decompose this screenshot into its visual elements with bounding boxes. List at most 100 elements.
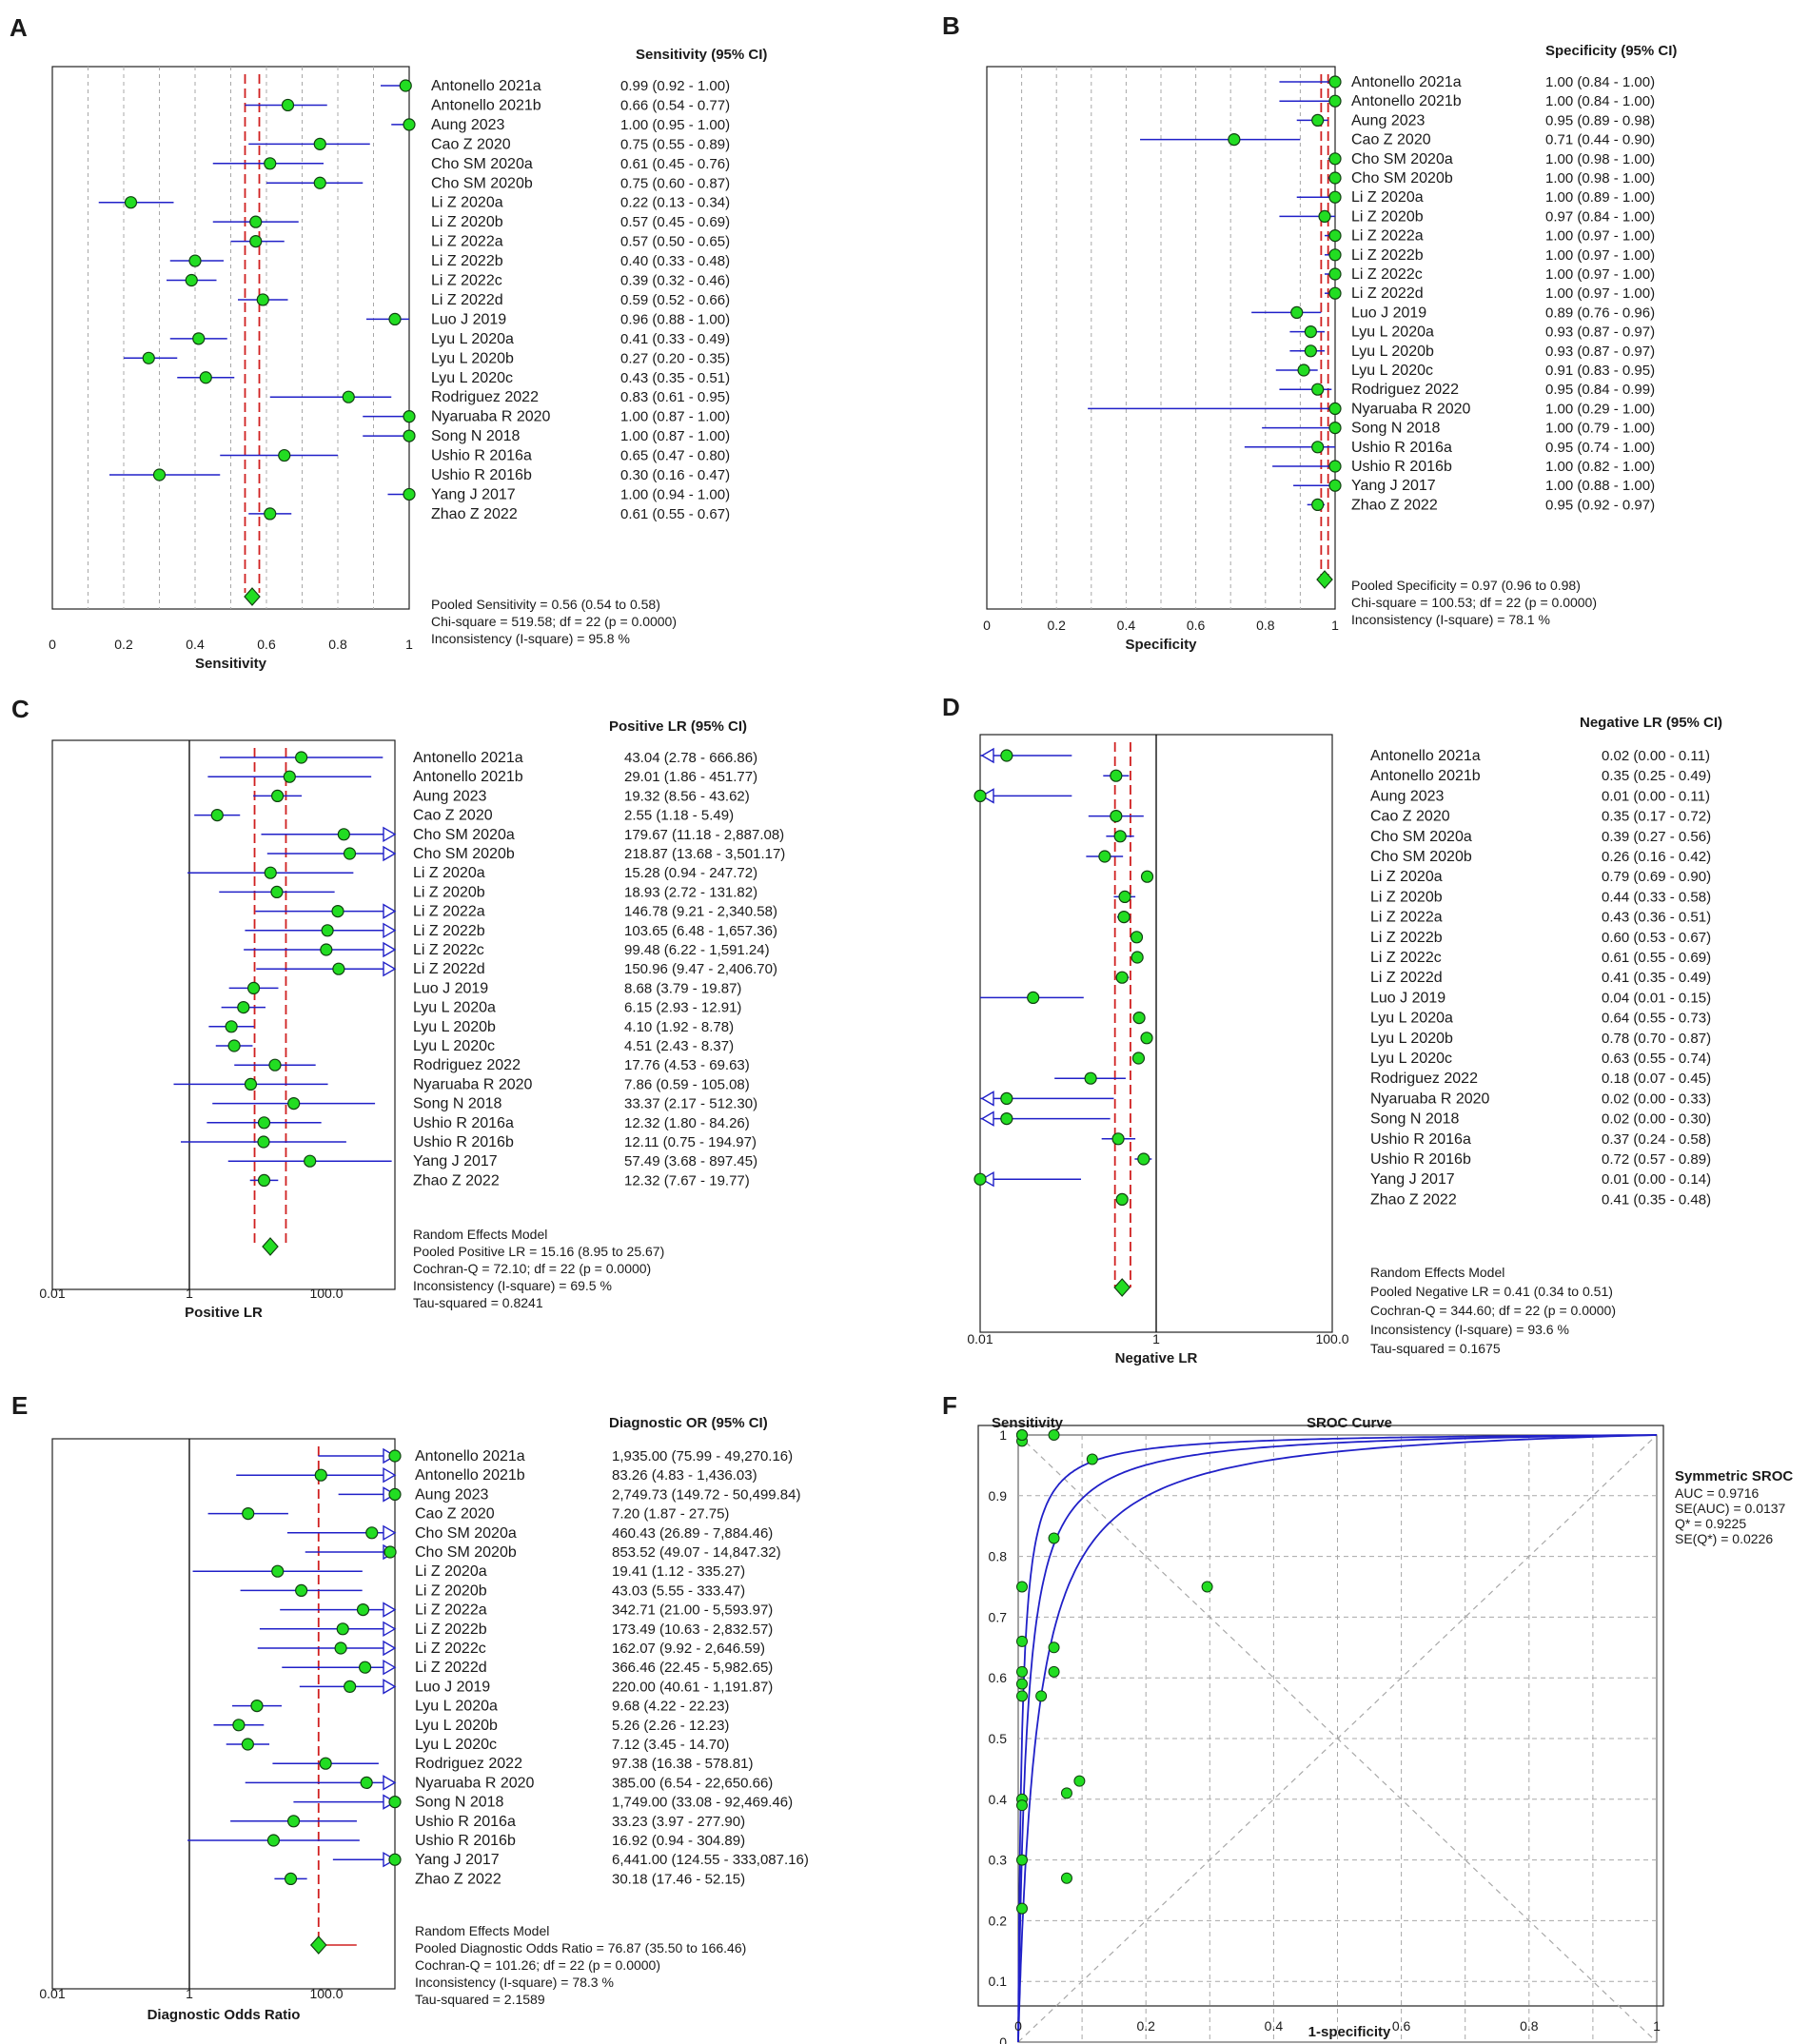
estimate-label: 103.65 (6.48 - 1,657.36) — [624, 923, 777, 939]
estimate-label: 1.00 (0.98 - 1.00) — [1545, 170, 1655, 187]
point-estimate — [321, 924, 334, 937]
estimate-label: 0.35 (0.25 - 0.49) — [1602, 768, 1711, 784]
point-estimate — [1140, 1032, 1153, 1045]
point-estimate — [388, 312, 402, 325]
study-label: Li Z 2022c — [1351, 266, 1423, 283]
study-label: Li Z 2022a — [431, 234, 503, 250]
estimate-label: 0.02 (0.00 - 0.30) — [1602, 1111, 1711, 1128]
estimate-label: 0.61 (0.55 - 0.67) — [620, 506, 730, 522]
estimate-label: 0.18 (0.07 - 0.45) — [1602, 1071, 1711, 1087]
summary-line: Tau-squared = 2.1589 — [415, 1992, 545, 2007]
x-tick-label: 0.6 — [257, 637, 276, 652]
study-label: Li Z 2020a — [1351, 189, 1424, 206]
study-label: Aung 2023 — [431, 117, 505, 133]
point-estimate — [1140, 870, 1154, 883]
y-tick-label: 0 — [999, 2034, 1007, 2044]
study-label: Lyu L 2020a — [1351, 324, 1434, 341]
legend-entry: SE(Q*) = 0.0226 — [1675, 1531, 1773, 1546]
point-estimate — [264, 157, 277, 170]
study-point — [1016, 1635, 1028, 1647]
ci-arrow-left — [980, 788, 994, 804]
study-label: Li Z 2020a — [413, 865, 485, 881]
ci-arrow-left — [980, 747, 994, 764]
study-point — [1201, 1581, 1213, 1593]
y-axis-title: Sensitivity — [992, 1415, 1064, 1431]
study-label: Li Z 2022c — [431, 273, 502, 289]
study-label: Ushio R 2016b — [1370, 1151, 1471, 1168]
estimate-label: 0.97 (0.84 - 1.00) — [1545, 208, 1655, 225]
estimate-label: 7.86 (0.59 - 105.08) — [624, 1076, 750, 1092]
study-point — [1073, 1775, 1086, 1787]
study-label: Cho SM 2020b — [1370, 849, 1472, 865]
study-label: Ushio R 2016b — [1351, 459, 1452, 475]
point-estimate — [225, 1020, 238, 1033]
study-label: Cho SM 2020b — [431, 175, 533, 191]
point-estimate — [152, 468, 167, 482]
estimate-label: 0.96 (0.88 - 1.00) — [620, 311, 730, 327]
panel-e-diagnostic-or: E Diagnostic OR (95% CI) Antonello 2021a 1,… — [11, 1391, 809, 2023]
study-label: Cao Z 2020 — [1351, 132, 1431, 148]
study-label: Yang J 2017 — [1351, 478, 1436, 494]
estimate-label: 0.75 (0.55 - 0.89) — [620, 136, 730, 152]
estimate-label: 0.22 (0.13 - 0.34) — [620, 195, 730, 211]
estimate-label: 0.40 (0.33 - 0.48) — [620, 253, 730, 269]
estimate-label: 33.23 (3.97 - 277.90) — [612, 1814, 745, 1830]
study-label: Li Z 2020a — [415, 1563, 487, 1580]
point-estimate — [1328, 152, 1342, 166]
panel-c-positive-lr: C Positive LR (95% CI) Antonello 2021a 43.0… — [11, 695, 785, 1321]
estimate-label: 150.96 (9.47 - 2,406.70) — [624, 961, 777, 977]
ci-arrow-right — [383, 941, 397, 958]
study-point — [1016, 1902, 1028, 1915]
point-estimate — [246, 981, 261, 995]
study-point — [1016, 1678, 1028, 1690]
estimate-label: 0.64 (0.55 - 0.73) — [1602, 1011, 1711, 1027]
point-estimate — [1328, 229, 1342, 243]
column-header: Positive LR (95% CI) — [609, 718, 747, 735]
estimate-label: 0.41 (0.33 - 0.49) — [620, 331, 730, 347]
estimate-label: 0.91 (0.83 - 0.95) — [1545, 363, 1655, 379]
estimate-label: 0.60 (0.53 - 0.67) — [1602, 930, 1711, 946]
ci-arrow-right — [383, 1524, 397, 1542]
point-estimate — [242, 1506, 255, 1521]
study-label: Song N 2018 — [413, 1096, 502, 1112]
study-label: Rodriguez 2022 — [1370, 1071, 1478, 1087]
estimate-label: 1.00 (0.89 - 1.00) — [1545, 189, 1655, 206]
point-estimate — [388, 1487, 402, 1502]
x-tick-label: 100.0 — [1315, 1331, 1348, 1346]
ci-arrow-left — [980, 1170, 994, 1188]
point-estimate — [1328, 267, 1342, 281]
estimate-label: 9.68 (4.22 - 22.23) — [612, 1699, 729, 1715]
x-tick-label: 0.8 — [1256, 618, 1275, 633]
study-label: Antonello 2021a — [1370, 748, 1481, 764]
ci-arrow-right — [383, 845, 397, 862]
study-label: Li Z 2022b — [431, 253, 503, 269]
column-header: Specificity (95% CI) — [1545, 43, 1677, 59]
point-estimate — [264, 507, 277, 521]
estimate-label: 0.57 (0.50 - 0.65) — [620, 234, 730, 250]
point-estimate — [1115, 971, 1129, 984]
point-estimate — [304, 1154, 317, 1168]
study-label: Yang J 2017 — [1370, 1171, 1455, 1188]
study-label: Li Z 2022d — [415, 1660, 487, 1676]
point-estimate — [1311, 383, 1325, 396]
study-label: Lyu L 2020b — [413, 1019, 496, 1035]
estimate-label: 0.93 (0.87 - 0.97) — [1545, 324, 1655, 341]
estimate-label: 385.00 (6.54 - 22,650.66) — [612, 1775, 773, 1791]
study-label: Ushio R 2016b — [413, 1134, 514, 1150]
x-tick-label: 0.01 — [39, 1286, 65, 1301]
x-axis-title: Negative LR — [1115, 1350, 1198, 1366]
panel-label: E — [11, 1391, 28, 1420]
estimate-label: 0.43 (0.36 - 0.51) — [1602, 910, 1711, 926]
point-estimate — [313, 176, 326, 189]
point-estimate — [278, 448, 291, 462]
study-label: Antonello 2021b — [1370, 768, 1481, 784]
estimate-label: 146.78 (9.21 - 2,340.58) — [624, 904, 777, 920]
point-estimate — [266, 1834, 281, 1847]
study-label: Nyaruaba R 2020 — [431, 409, 551, 425]
summary-line: Inconsistency (I-square) = 78.3 % — [415, 1975, 614, 1990]
study-label: Ushio R 2016a — [431, 448, 532, 464]
estimate-label: 0.39 (0.32 - 0.46) — [620, 273, 730, 289]
estimate-label: 853.52 (49.07 - 14,847.32) — [612, 1544, 781, 1561]
estimate-label: 0.61 (0.55 - 0.69) — [1602, 950, 1711, 966]
point-estimate — [1311, 113, 1325, 128]
